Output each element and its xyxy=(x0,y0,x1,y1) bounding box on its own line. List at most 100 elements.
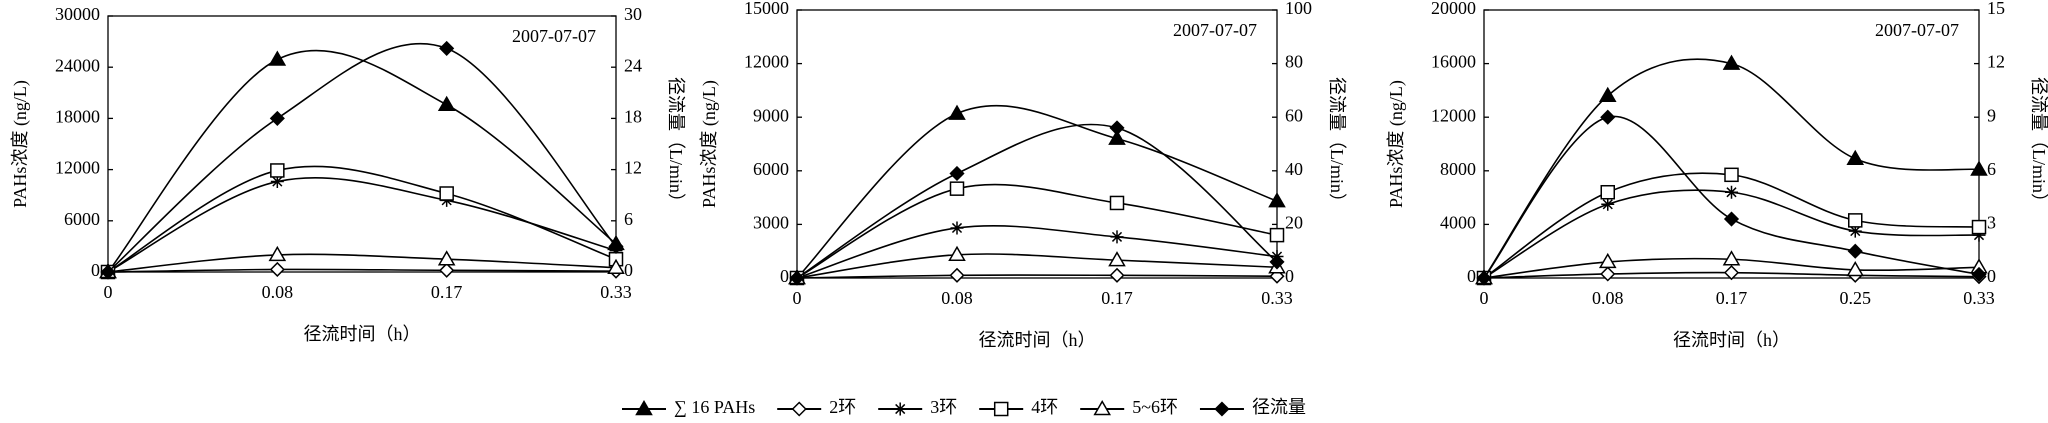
marker xyxy=(950,221,964,235)
marker xyxy=(1848,213,1863,228)
y-tick-label: 0 xyxy=(1467,266,1476,286)
marker xyxy=(1598,86,1617,103)
plot-frame xyxy=(107,15,617,273)
series-line xyxy=(107,49,617,273)
series-line xyxy=(107,42,617,273)
y2-tick-label: 3 xyxy=(1987,213,1996,233)
series-line xyxy=(796,274,1278,279)
x-tick-label: 0.25 xyxy=(1840,288,1872,308)
marker xyxy=(949,181,965,196)
x-tick-label: 0.17 xyxy=(1716,288,1748,308)
marker xyxy=(268,50,287,66)
marker xyxy=(270,175,284,189)
y2-tick-label: 24 xyxy=(624,55,642,75)
series-line xyxy=(796,104,1278,279)
y2-tick-label: 12 xyxy=(624,158,642,178)
y-tick-label: 0 xyxy=(780,266,789,286)
x-tick-label: 0.33 xyxy=(600,282,632,302)
y2-axis-label: 径流量（L/min） xyxy=(666,77,686,211)
marker xyxy=(1723,265,1740,281)
marker xyxy=(993,401,1009,417)
marker xyxy=(1600,109,1616,125)
y-tick-label: 24000 xyxy=(55,55,100,75)
marker xyxy=(437,250,456,266)
y2-tick-label: 15 xyxy=(1987,0,2005,18)
marker xyxy=(1109,120,1125,136)
x-tick-label: 0.08 xyxy=(262,282,294,302)
y2-tick-label: 6 xyxy=(624,209,633,229)
marker xyxy=(1971,219,1987,235)
marker xyxy=(1722,54,1741,70)
series-line xyxy=(796,123,1278,279)
x-tick-label: 0.08 xyxy=(941,288,973,308)
marker xyxy=(1846,260,1865,277)
y2-tick-label: 80 xyxy=(1285,52,1303,72)
legend-label: 5~6环 xyxy=(1132,397,1178,417)
series-line xyxy=(107,165,617,273)
y-tick-label: 12000 xyxy=(55,158,100,178)
marker xyxy=(1600,266,1616,282)
series-line xyxy=(796,253,1278,279)
y2-tick-label: 40 xyxy=(1285,159,1303,179)
marker xyxy=(1600,184,1615,200)
y2-tick-label: 0 xyxy=(624,260,633,280)
marker xyxy=(1108,251,1126,267)
y-tick-label: 8000 xyxy=(1440,159,1476,179)
marker xyxy=(1214,401,1230,417)
marker xyxy=(1110,230,1124,244)
marker xyxy=(1722,250,1741,266)
y2-tick-label: 60 xyxy=(1285,105,1303,125)
marker xyxy=(1108,129,1126,145)
marker xyxy=(1598,252,1617,269)
marker xyxy=(789,270,805,286)
marker xyxy=(791,401,807,417)
legend-label: 2环 xyxy=(829,397,856,417)
y-tick-label: 12000 xyxy=(744,52,789,72)
y2-axis-label: 径流量（L/min） xyxy=(1327,77,1347,211)
chart: 0 6000 12000 18000 24000 30000 0 6 12 18 24 30 0 0.08… xyxy=(10,4,686,344)
marker xyxy=(270,163,285,178)
legend-label: ∑ 16 PAHs xyxy=(674,397,755,417)
x-tick-label: 0.17 xyxy=(431,282,463,302)
y2-tick-label: 12 xyxy=(1987,52,2005,72)
y-axis-label: PAHs浓度 (ng/L) xyxy=(1386,80,1407,208)
marker xyxy=(439,262,455,278)
y-tick-label: 16000 xyxy=(1431,52,1476,72)
y-axis-label: PAHs浓度 (ng/L) xyxy=(699,80,720,208)
marker xyxy=(949,165,965,182)
y2-axis-label: 径流量（L/min） xyxy=(2029,77,2048,211)
annotation: 2007-07-07 xyxy=(512,26,596,46)
annotation: 2007-07-07 xyxy=(1173,20,1257,40)
y-tick-label: 6000 xyxy=(64,209,100,229)
marker xyxy=(607,258,625,274)
y-axis-label: PAHs浓度 (ng/L) xyxy=(10,80,31,208)
legend-label: 4环 xyxy=(1031,397,1058,417)
y-tick-label: 20000 xyxy=(1431,0,1476,18)
y-tick-label: 18000 xyxy=(55,107,100,127)
marker xyxy=(635,399,653,416)
marker xyxy=(1269,254,1285,270)
marker xyxy=(948,104,966,120)
series-line xyxy=(796,183,1278,279)
marker xyxy=(949,267,965,283)
marker xyxy=(893,402,907,416)
marker xyxy=(269,261,285,278)
x-tick-label: 0.33 xyxy=(1261,288,1293,308)
marker xyxy=(1970,160,1988,176)
marker xyxy=(1109,267,1125,283)
y2-tick-label: 30 xyxy=(624,4,642,24)
series-line xyxy=(107,176,617,273)
marker xyxy=(1601,197,1615,211)
x-tick-label: 0 xyxy=(1480,288,1489,308)
x-axis-label: 径流时间（h） xyxy=(304,324,421,344)
marker xyxy=(1846,149,1865,165)
series-line xyxy=(107,268,617,273)
marker xyxy=(1268,192,1286,208)
chart: 0 4000 8000 12000 16000 20000 0 3 6 9 12 15 0 0.08 0.1… xyxy=(1386,0,2048,350)
marker xyxy=(1723,211,1740,227)
marker xyxy=(1847,243,1863,259)
x-tick-label: 0 xyxy=(793,288,802,308)
marker xyxy=(1093,399,1111,416)
y2-tick-label: 9 xyxy=(1987,105,1996,125)
marker xyxy=(269,110,285,126)
